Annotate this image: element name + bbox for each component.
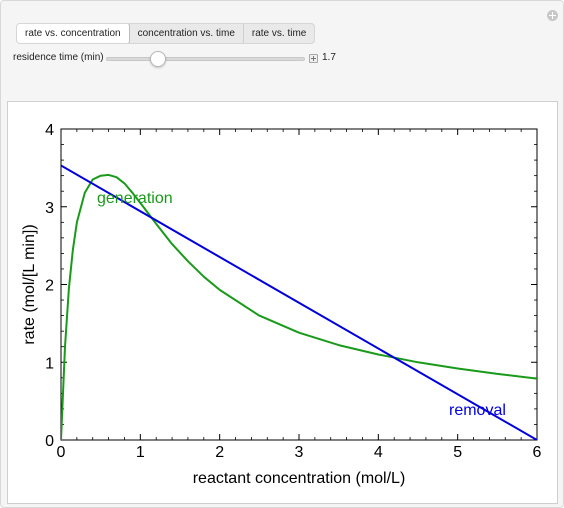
x-tick-label: 2 [215,444,224,461]
x-tick-label: 1 [136,444,145,461]
y-axis-title: rate (mol/[L min]) [21,224,38,344]
x-tick-label: 3 [295,444,304,461]
generation-curve [61,173,537,440]
plot-frame-box [60,128,538,441]
rate-chart: 0 1 2 3 4 5 6 0 1 2 3 4 reactant concentration (mol/… [21,122,542,487]
x-tick-label: 5 [453,444,462,461]
removal-curve [61,164,537,440]
generation-curve-label: generation [97,190,173,207]
tab-rate-vs-time[interactable]: rate vs. time [251,28,307,39]
x-tick-label: 0 [57,444,66,461]
x-axis-title: reactant concentration (mol/L) [193,470,406,487]
residence-time-label: residence time (min) [13,52,104,63]
y-tick-label: 4 [45,122,54,139]
residence-time-value: 1.7 [322,52,336,63]
view-tabs: rate vs. concentration concentration vs.… [16,23,316,44]
y-tick-label: 3 [45,200,54,217]
tab-concentration-vs-time[interactable]: concentration vs. time [130,24,244,43]
expand-controls-icon[interactable] [309,54,318,63]
y-tick-label: 2 [45,278,54,295]
residence-time-slider-track[interactable] [106,57,305,61]
residence-time-slider-thumb[interactable] [150,51,166,67]
y-tick-label: 1 [45,355,54,372]
plot-area: 0 1 2 3 4 5 6 0 1 2 3 4 reactant concentration (mol/… [7,101,558,504]
x-tick-label: 6 [533,444,542,461]
add-bookmark-icon[interactable] [547,10,558,21]
y-tick-label: 0 [45,433,54,450]
x-tick-label: 4 [374,444,383,461]
removal-curve-label: removal [449,402,506,419]
tab-rate-vs-concentration[interactable]: rate vs. concentration [17,24,130,43]
